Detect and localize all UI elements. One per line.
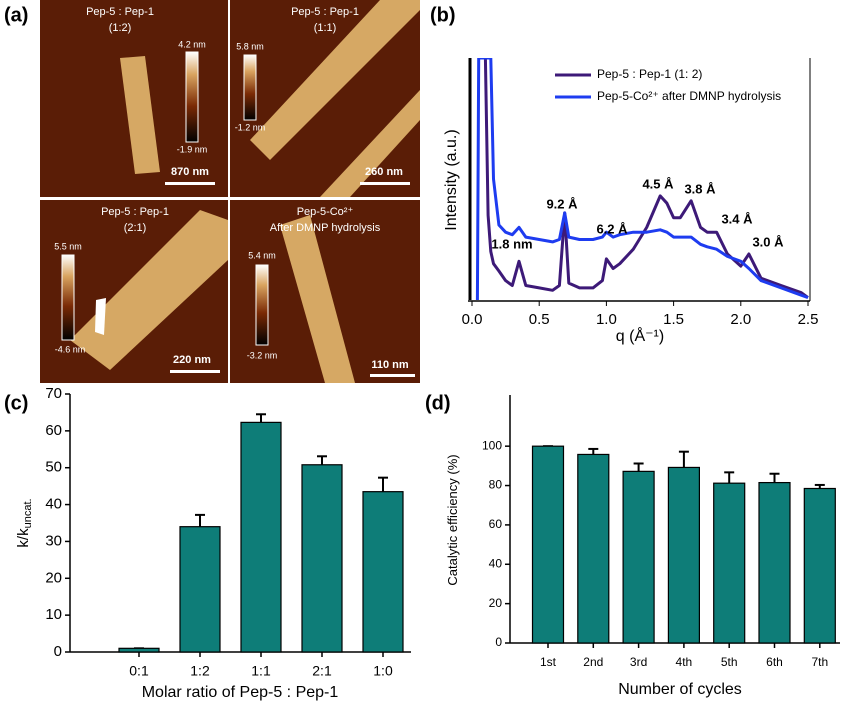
bar [119, 648, 159, 652]
scale-min: -3.2 nm [247, 350, 278, 360]
y-tick-label: 10 [45, 606, 62, 623]
x-tick-label: 1:1 [251, 663, 271, 679]
scale-bar-label: 260 nm [365, 166, 403, 178]
x-tick-label: 7th [811, 655, 828, 669]
afm-image: Pep-5 : Pep-1 (2:1) 5.5 nm -4.6 nm 220 n… [40, 200, 228, 383]
y-tick-label: 0 [54, 643, 62, 660]
image-title: Pep-5 : Pep-1 [291, 6, 359, 18]
y-tick-label: 100 [482, 438, 502, 452]
image-title: (1:1) [314, 22, 337, 34]
annotation: 4.5 Å [642, 176, 674, 191]
x-axis-label: q (Å⁻¹) [616, 326, 664, 345]
y-tick-label: 40 [45, 496, 62, 513]
bar [363, 492, 403, 652]
panel-label: (a) [4, 4, 28, 26]
scale-max: 5.8 nm [236, 41, 264, 51]
x-tick-label: 0:1 [129, 663, 149, 679]
image-title: After DMNP hydrolysis [270, 222, 381, 234]
x-axis-label: Molar ratio of Pep-5 : Pep-1 [142, 684, 339, 701]
legend-label: Pep-5 : Pep-1 (1: 2) [597, 67, 702, 81]
x-tick-label: 3rd [630, 655, 647, 669]
bar [533, 446, 564, 643]
y-tick-label: 60 [489, 517, 503, 531]
bar [623, 471, 654, 643]
image-title: (1:2) [109, 22, 132, 34]
annotation: 3.4 Å [721, 211, 753, 226]
y-axis-label: k/kuncat. [15, 498, 34, 547]
bar [180, 527, 220, 652]
y-axis-label: Catalytic efficiency (%) [445, 454, 460, 585]
y-tick-label: 20 [45, 569, 62, 586]
y-tick-label: 40 [489, 556, 503, 570]
y-tick-label: 0 [495, 635, 502, 649]
x-tick-label: 1.5 [663, 311, 684, 328]
y-tick-label: 70 [45, 385, 62, 402]
x-tick-label: 1st [540, 655, 557, 669]
bar [759, 483, 790, 643]
image-title: (2:1) [124, 222, 147, 234]
scale-bar-label: 220 nm [173, 354, 211, 366]
scale-max: 5.5 nm [54, 241, 82, 251]
scale-bar-label: 110 nm [371, 359, 409, 371]
x-tick-label: 6th [766, 655, 783, 669]
afm-image: Pep-5 : Pep-1 (1:1) 5.8 nm -1.2 nm 260 n… [230, 0, 420, 197]
image-title: Pep-5-Co²⁺ [297, 206, 354, 218]
image-title: Pep-5 : Pep-1 [86, 6, 154, 18]
x-tick-label: 2.5 [798, 311, 819, 328]
bar [241, 422, 281, 652]
annotation: 9.2 Å [546, 196, 578, 211]
x-tick-label: 2.0 [730, 311, 751, 328]
y-axis-label-main: k/k [15, 528, 32, 548]
x-tick-label: 1.0 [596, 311, 617, 328]
bar [302, 465, 342, 652]
x-tick-label: 0.0 [462, 311, 483, 328]
afm-image: Pep-5 : Pep-1 (1:2) 4.2 nm -1.9 nm 870 n… [40, 0, 228, 197]
y-tick-label: 50 [45, 459, 62, 476]
panel-label: (b) [430, 4, 456, 26]
y-axis-label-main: Catalytic efficiency (%) [445, 454, 460, 585]
annotation: 1.8 nm [491, 236, 532, 251]
x-axis-label: Number of cycles [618, 681, 742, 698]
x-tick-label: 2nd [583, 655, 603, 669]
annotation: 3.0 Å [752, 234, 784, 249]
scale-bar-label: 870 nm [171, 166, 209, 178]
x-tick-label: 1:2 [190, 663, 210, 679]
scale-min: -1.2 nm [235, 122, 266, 132]
scale-max: 5.4 nm [248, 250, 276, 260]
annotation: 3.8 Å [684, 181, 716, 196]
image-title: Pep-5 : Pep-1 [101, 206, 169, 218]
scale-max: 4.2 nm [178, 39, 206, 49]
y-tick-label: 30 [45, 532, 62, 549]
bar [714, 483, 745, 643]
legend-label: Pep-5-Co²⁺ after DMNP hydrolysis [597, 89, 781, 103]
x-tick-label: 1:0 [373, 663, 393, 679]
y-tick-label: 20 [489, 596, 503, 610]
scale-min: -1.9 nm [177, 144, 208, 154]
bar [668, 467, 699, 643]
x-tick-label: 0.5 [529, 311, 550, 328]
x-tick-label: 4th [676, 655, 693, 669]
x-tick-label: 2:1 [312, 663, 332, 679]
bar [804, 488, 835, 643]
x-tick-label: 5th [721, 655, 738, 669]
scale-min: -4.6 nm [55, 344, 86, 354]
y-tick-label: 80 [489, 478, 503, 492]
panel-label: (c) [4, 392, 28, 414]
y-axis-label: Intensity (a.u.) [443, 129, 460, 230]
y-tick-label: 60 [45, 422, 62, 439]
annotation: 6.2 Å [596, 221, 628, 236]
bar [578, 454, 609, 643]
afm-image: Pep-5-Co²⁺ After DMNP hydrolysis 5.4 nm … [230, 200, 420, 383]
figure: (a) (b) (c) (d) Pep-5 : Pep-1 (1:2) 4.2 … [0, 0, 842, 713]
y-axis-label-sub: uncat. [22, 498, 34, 528]
panel-label: (d) [425, 392, 451, 414]
